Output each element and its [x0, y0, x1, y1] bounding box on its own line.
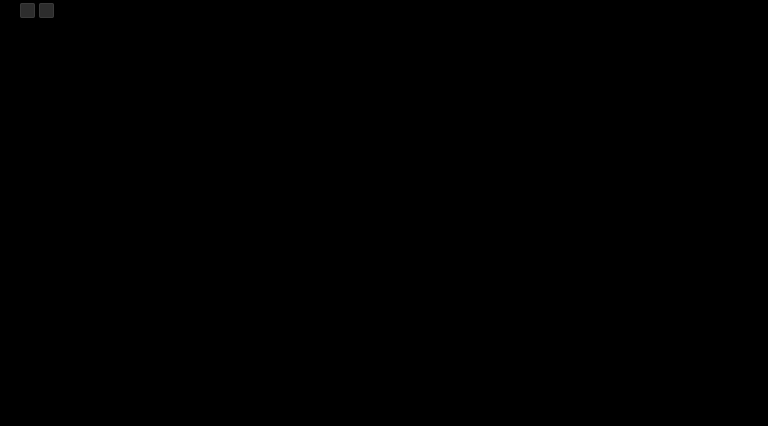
chart-titlebar	[4, 3, 94, 18]
series-eye-icon[interactable]	[20, 3, 35, 18]
series-gear-icon[interactable]	[39, 3, 54, 18]
